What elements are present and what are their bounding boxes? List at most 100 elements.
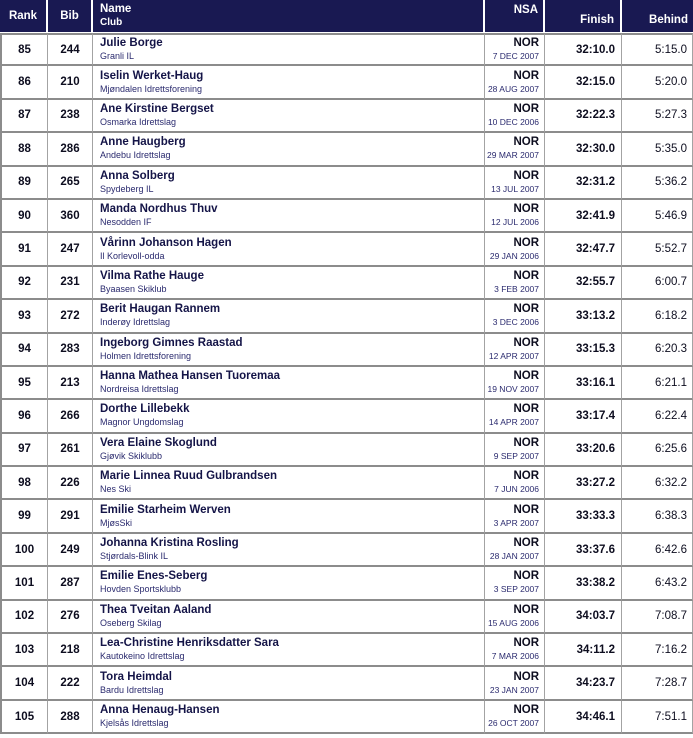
table-row: 88 286 Anne Haugberg Andebu Idrettslag N… bbox=[0, 133, 693, 167]
bib-cell: 288 bbox=[48, 700, 93, 735]
name-club-cell: Emilie Enes-Seberg Hovden Sportsklubb bbox=[93, 567, 485, 601]
birth-date: 3 FEB 2007 bbox=[494, 283, 539, 294]
name-club-cell: Emilie Starheim Werven MjøsSki bbox=[93, 500, 485, 534]
bib-cell: 249 bbox=[48, 533, 93, 568]
birth-date: 28 AUG 2007 bbox=[487, 83, 539, 94]
athlete-name: Emilie Enes-Seberg bbox=[100, 570, 208, 583]
athlete-club: Inderøy Idrettslag bbox=[100, 317, 171, 328]
nsa-cell: NOR 7 DEC 2007 bbox=[485, 33, 545, 67]
table-row: 96 266 Dorthe Lillebekk Magnor Ungdomsla… bbox=[0, 400, 693, 434]
finish-time-cell: 34:03.7 bbox=[545, 600, 622, 635]
nsa-code: NOR bbox=[513, 303, 539, 316]
birth-date: 3 DEC 2006 bbox=[492, 317, 539, 328]
behind-time-cell: 7:16.2 bbox=[622, 634, 693, 668]
athlete-name: Dorthe Lillebekk bbox=[100, 403, 190, 416]
birth-date: 14 APR 2007 bbox=[488, 417, 539, 428]
table-row: 93 272 Berit Haugan Rannem Inderøy Idret… bbox=[0, 300, 693, 334]
table-row: 98 226 Marie Linnea Ruud Gulbrandsen Nes… bbox=[0, 467, 693, 501]
name-club-cell: Dorthe Lillebekk Magnor Ungdomslag bbox=[93, 400, 485, 434]
birth-date: 29 MAR 2007 bbox=[487, 150, 539, 161]
name-club-cell: Vera Elaine Skoglund Gjøvik Skiklubb bbox=[93, 433, 485, 468]
name-club-cell: Anna Solberg Spydeberg IL bbox=[93, 166, 485, 200]
behind-time-cell: 6:25.6 bbox=[622, 433, 693, 468]
behind-time-cell: 5:52.7 bbox=[622, 233, 693, 267]
name-club-cell: Vilma Rathe Hauge Byaasen Skiklub bbox=[93, 266, 485, 301]
athlete-club: Oseberg Skilag bbox=[100, 617, 162, 628]
finish-time-cell: 32:41.9 bbox=[545, 199, 622, 234]
col-header-finish: Finish bbox=[545, 0, 622, 33]
athlete-name: Berit Haugan Rannem bbox=[100, 303, 221, 316]
birth-date: 28 JAN 2007 bbox=[489, 551, 539, 562]
bib-cell: 238 bbox=[48, 99, 93, 134]
finish-time-cell: 34:23.7 bbox=[545, 667, 622, 701]
name-club-cell: Ane Kirstine Bergset Osmarka Idrettslag bbox=[93, 99, 485, 134]
finish-time-cell: 32:10.0 bbox=[545, 33, 622, 67]
athlete-club: Hovden Sportsklubb bbox=[100, 584, 182, 595]
finish-time-cell: 33:38.2 bbox=[545, 567, 622, 601]
name-club-cell: Lea-Christine Henriksdatter Sara Kautoke… bbox=[93, 634, 485, 668]
nsa-code: NOR bbox=[513, 570, 539, 583]
nsa-code: NOR bbox=[513, 37, 539, 50]
nsa-code: NOR bbox=[513, 637, 539, 650]
name-club-cell: Marie Linnea Ruud Gulbrandsen Nes Ski bbox=[93, 467, 485, 501]
table-row: 99 291 Emilie Starheim Werven MjøsSki NO… bbox=[0, 500, 693, 534]
bib-cell: 218 bbox=[48, 634, 93, 668]
rank-cell: 97 bbox=[0, 433, 48, 468]
name-club-cell: Manda Nordhus Thuv Nesodden IF bbox=[93, 199, 485, 234]
nsa-code: NOR bbox=[513, 403, 539, 416]
nsa-cell: NOR 12 APR 2007 bbox=[485, 333, 545, 367]
nsa-cell: NOR 23 JAN 2007 bbox=[485, 667, 545, 701]
rank-cell: 86 bbox=[0, 66, 48, 100]
athlete-name: Ingeborg Gimnes Raastad bbox=[100, 336, 243, 349]
athlete-club: Granli IL bbox=[100, 51, 135, 62]
behind-time-cell: 5:35.0 bbox=[622, 133, 693, 167]
finish-time-cell: 33:33.3 bbox=[545, 500, 622, 534]
nsa-cell: NOR 14 APR 2007 bbox=[485, 400, 545, 434]
name-club-cell: Julie Borge Granli IL bbox=[93, 33, 485, 67]
rank-cell: 103 bbox=[0, 634, 48, 668]
rank-cell: 90 bbox=[0, 199, 48, 234]
birth-date: 23 JAN 2007 bbox=[489, 684, 539, 695]
nsa-code: NOR bbox=[513, 704, 539, 716]
rank-cell: 95 bbox=[0, 366, 48, 401]
nsa-code: NOR bbox=[513, 169, 539, 182]
finish-time-cell: 33:27.2 bbox=[545, 467, 622, 501]
athlete-name: Vårinn Johanson Hagen bbox=[100, 236, 232, 249]
table-row: 91 247 Vårinn Johanson Hagen Il Korlevol… bbox=[0, 233, 693, 267]
finish-time-cell: 33:15.3 bbox=[545, 333, 622, 367]
athlete-club: Kjelsås Idrettslag bbox=[100, 718, 169, 728]
finish-time-cell: 33:13.2 bbox=[545, 300, 622, 334]
athlete-name: Johanna Kristina Rosling bbox=[100, 537, 239, 550]
bib-cell: 226 bbox=[48, 467, 93, 501]
nsa-cell: NOR 9 SEP 2007 bbox=[485, 433, 545, 468]
nsa-cell: NOR 13 JUL 2007 bbox=[485, 166, 545, 200]
col-header-behind: Behind bbox=[622, 0, 693, 33]
name-club-cell: Ingeborg Gimnes Raastad Holmen Idrettsfo… bbox=[93, 333, 485, 367]
bib-cell: 244 bbox=[48, 33, 93, 67]
finish-time-cell: 32:22.3 bbox=[545, 99, 622, 134]
nsa-code: NOR bbox=[513, 236, 539, 249]
athlete-club: Osmarka Idrettslag bbox=[100, 116, 177, 127]
behind-time-cell: 6:22.4 bbox=[622, 400, 693, 434]
nsa-cell: NOR 3 DEC 2006 bbox=[485, 300, 545, 334]
table-row: 97 261 Vera Elaine Skoglund Gjøvik Skikl… bbox=[0, 433, 693, 468]
nsa-code: NOR bbox=[513, 336, 539, 349]
behind-time-cell: 6:00.7 bbox=[622, 266, 693, 301]
rank-cell: 94 bbox=[0, 333, 48, 367]
behind-time-cell: 5:20.0 bbox=[622, 66, 693, 100]
behind-time-cell: 6:18.2 bbox=[622, 300, 693, 334]
nsa-cell: NOR 3 FEB 2007 bbox=[485, 266, 545, 301]
nsa-cell: NOR 29 MAR 2007 bbox=[485, 133, 545, 167]
nsa-cell: NOR 3 SEP 2007 bbox=[485, 567, 545, 601]
bib-cell: 287 bbox=[48, 567, 93, 601]
nsa-code: NOR bbox=[513, 102, 539, 115]
nsa-cell: NOR 28 AUG 2007 bbox=[485, 66, 545, 100]
name-club-cell: Hanna Mathea Hansen Tuoremaa Nordreisa I… bbox=[93, 366, 485, 401]
bib-cell: 283 bbox=[48, 333, 93, 367]
nsa-code: NOR bbox=[513, 537, 539, 550]
bib-cell: 360 bbox=[48, 199, 93, 234]
finish-time-cell: 34:46.1 bbox=[545, 700, 622, 735]
birth-date: 26 OCT 2007 bbox=[488, 718, 539, 728]
finish-time-cell: 32:30.0 bbox=[545, 133, 622, 167]
finish-time-cell: 32:47.7 bbox=[545, 233, 622, 267]
